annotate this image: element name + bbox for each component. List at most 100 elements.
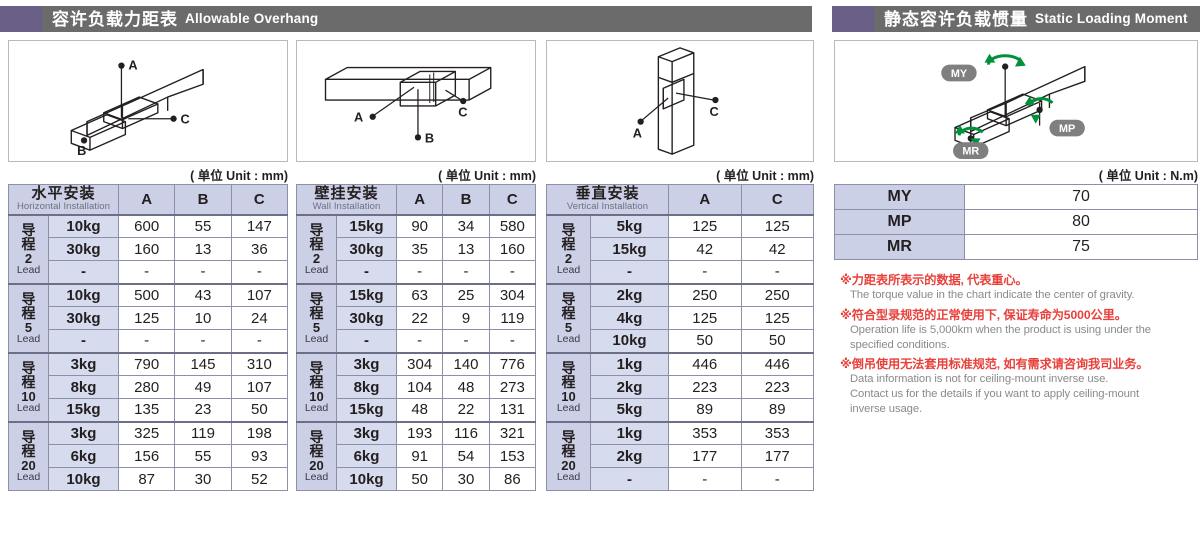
value-cell-a: - bbox=[668, 260, 742, 285]
moment-value: 75 bbox=[964, 234, 1198, 260]
table-row: 导程 2 Lead 5kg 125 125 bbox=[546, 213, 814, 285]
value-cell-a: 125 bbox=[117, 306, 176, 331]
value-cell-c: 107 bbox=[230, 375, 289, 400]
table-row: ---- bbox=[297, 329, 537, 354]
value-cell-c: 273 bbox=[488, 375, 537, 400]
table-row: 导程 10 Lead 1kg 446 446 bbox=[546, 351, 814, 423]
value-cell-c: 304 bbox=[488, 282, 537, 308]
leader-dot-a bbox=[369, 113, 376, 120]
svg-text:MY: MY bbox=[951, 68, 968, 80]
value-cell-b: - bbox=[174, 329, 232, 354]
value-cell-a: 104 bbox=[396, 375, 444, 400]
table-title-zh: 壁挂安装 bbox=[314, 185, 379, 202]
table-title-en: Horizontal Installation bbox=[16, 200, 111, 212]
value-cell-a: 160 bbox=[117, 237, 176, 262]
table-row: ---- bbox=[9, 260, 289, 285]
lead-label-cell: 导程 20 Lead bbox=[8, 420, 49, 492]
header-swatch-icon bbox=[0, 6, 42, 32]
note-en: The torque value in the chart indicate t… bbox=[850, 289, 1135, 302]
load-cell: 6kg bbox=[335, 444, 398, 469]
table-row: 导程 5 Lead 15kg 63 25 304 bbox=[296, 282, 537, 354]
note-en: Data information is not for ceiling-moun… bbox=[850, 373, 1140, 415]
load-cell: 10kg bbox=[48, 213, 119, 239]
section-header-static-loading-moment: 静态容许负载惯量 Static Loading Moment bbox=[832, 6, 1200, 32]
value-cell-c: - bbox=[740, 467, 814, 492]
value-cell-b: 13 bbox=[442, 237, 490, 262]
diagram-label-c: C bbox=[180, 112, 189, 127]
load-cell: 4kg bbox=[590, 306, 669, 331]
diagram-label-b: C bbox=[458, 105, 467, 120]
load-cell: 15kg bbox=[335, 282, 398, 308]
value-cell-a: 177 bbox=[668, 444, 742, 469]
load-cell: - bbox=[48, 329, 119, 354]
table-row: 6kg 156 55 93 bbox=[9, 444, 289, 469]
value-cell-c: 42 bbox=[740, 237, 814, 262]
leader-dot-c bbox=[414, 134, 422, 141]
table-row: 6kg 91 54 153 bbox=[297, 444, 537, 469]
load-cell: 2kg bbox=[590, 282, 669, 308]
table-header-row: 水平安装 Horizontal Installation A B C bbox=[8, 183, 289, 216]
value-cell-a: 353 bbox=[668, 420, 742, 446]
value-cell-a: 446 bbox=[668, 351, 742, 377]
value-cell-b: 9 bbox=[442, 306, 490, 331]
moment-key: MR bbox=[834, 234, 965, 260]
value-cell-c: 24 bbox=[230, 306, 289, 331]
header-text-right: 静态容许负载惯量 Static Loading Moment bbox=[874, 6, 1200, 32]
value-cell-c: 310 bbox=[230, 351, 289, 377]
lead-label-cell: 导程 5 Lead bbox=[8, 282, 49, 354]
value-cell-c: 321 bbox=[488, 420, 537, 446]
table-row: --- bbox=[547, 260, 814, 285]
load-cell: 1kg bbox=[590, 420, 669, 446]
value-cell-b: - bbox=[174, 260, 232, 285]
load-cell: 10kg bbox=[48, 282, 119, 308]
load-cell: 30kg bbox=[48, 237, 119, 262]
leader-dot-a bbox=[118, 62, 125, 69]
load-cell: 15kg bbox=[335, 213, 398, 239]
load-cell: - bbox=[335, 260, 398, 285]
value-cell-a: 250 bbox=[668, 282, 742, 308]
value-cell-a: 304 bbox=[396, 351, 444, 377]
header-title-en: Allowable Overhang bbox=[185, 11, 319, 27]
load-cell: 15kg bbox=[590, 237, 669, 262]
leader-line-c bbox=[675, 92, 714, 101]
value-cell-c: 776 bbox=[488, 351, 537, 377]
value-cell-a: 125 bbox=[668, 213, 742, 239]
lead-label-cell: 导程 2 Lead bbox=[8, 213, 49, 285]
table-row: 2kg 223 223 bbox=[547, 375, 814, 400]
value-cell-a: 600 bbox=[117, 213, 176, 239]
value-cell-c: 446 bbox=[740, 351, 814, 377]
value-cell-c: 131 bbox=[488, 398, 537, 423]
table-title-en: Vertical Installation bbox=[566, 200, 649, 212]
value-cell-c: 177 bbox=[740, 444, 814, 469]
value-cell-b: 23 bbox=[174, 398, 232, 423]
note-en: Operation life is 5,000km when the produ… bbox=[850, 323, 1151, 351]
table-row: 15kg 42 42 bbox=[547, 237, 814, 262]
header-text-left: 容许负载力距表 Allowable Overhang bbox=[42, 6, 812, 32]
moment-row: MP 80 bbox=[834, 209, 1198, 235]
value-cell-a: - bbox=[117, 260, 176, 285]
table-row: --- bbox=[547, 467, 814, 492]
moment-value: 70 bbox=[964, 184, 1198, 210]
value-cell-b: 30 bbox=[442, 467, 490, 492]
value-cell-a: - bbox=[396, 329, 444, 354]
diagram-label-a: A bbox=[633, 125, 642, 140]
value-cell-b: 55 bbox=[174, 444, 232, 469]
value-cell-c: 198 bbox=[230, 420, 289, 446]
lead-label-cell: 导程 2 Lead bbox=[546, 213, 591, 285]
value-cell-c: 36 bbox=[230, 237, 289, 262]
value-cell-b: 10 bbox=[174, 306, 232, 331]
value-cell-c: 52 bbox=[230, 467, 289, 492]
value-cell-b: 54 bbox=[442, 444, 490, 469]
value-cell-c: 50 bbox=[740, 329, 814, 354]
leader-line-b bbox=[445, 89, 462, 101]
table-static-loading-moment: MY 70 MP 80 MR 75 bbox=[834, 184, 1198, 260]
load-cell: 5kg bbox=[590, 398, 669, 423]
value-cell-a: 156 bbox=[117, 444, 176, 469]
load-cell: 10kg bbox=[335, 467, 398, 492]
lead-label-cell: 导程 10 Lead bbox=[8, 351, 49, 423]
header-swatch-icon bbox=[832, 6, 874, 32]
value-cell-b: 34 bbox=[442, 213, 490, 239]
value-cell-b: 140 bbox=[442, 351, 490, 377]
diagram-vertical-svg: A C bbox=[633, 47, 719, 155]
value-cell-b: 116 bbox=[442, 420, 490, 446]
